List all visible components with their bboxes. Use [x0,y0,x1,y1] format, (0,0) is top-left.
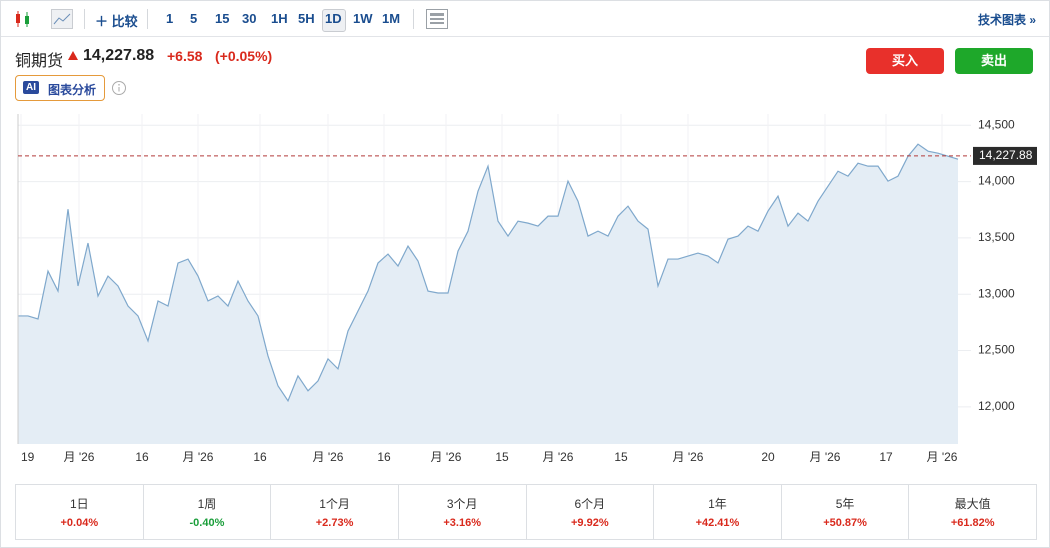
buy-button[interactable]: 买入 [866,48,944,74]
y-tick-label: 12,500 [978,343,1015,357]
performance: 1日 +0.04% 1周 -0.40% 1个月 +2.73% 3个月 +3.16% 6个月 +9.… [15,484,1037,540]
info-icon[interactable] [111,80,127,96]
tech-chart[interactable]: 技术图表 » [978,13,1037,27]
x-tick-label: 16 [377,450,391,464]
perf-cell[interactable]: 1个月 +2.73% [271,485,399,539]
perf-cell[interactable]: 1年 +42.41% [654,485,782,539]
perf-cell[interactable]: 3个月 +3.16% [399,485,527,539]
perf-value: +50.87% [823,517,867,529]
perf-label: 1周 [197,497,217,511]
perf-label: 3个月 [446,497,478,511]
change-pct: (+0.05%) [215,48,273,64]
x-tick-label: 19 [21,450,35,464]
x-tick-label: 16 [135,450,149,464]
perf-value: +0.04% [60,517,99,529]
x-tick-label: 20 [761,450,775,464]
ai-analysis[interactable]: AI 图表分析 [15,75,105,101]
chart: 12,000 12,500 13,000 13,500 14,000 14,500 19 月 … [17,114,1037,464]
separator [147,9,148,29]
area-icon[interactable] [51,9,73,29]
interval[interactable]: 30 [242,11,257,26]
perf-value: -0.40% [189,517,225,529]
perf-label: 5年 [835,497,855,511]
price-line [18,143,959,403]
x-tick-label: 16 [253,450,267,464]
perf-label: 1年 [708,497,727,511]
perf-value: +61.82% [950,517,995,529]
x-tick-label: 17 [879,450,893,464]
interval[interactable]: 1H [271,11,288,26]
interval[interactable]: 5H [298,11,315,26]
x-tick-label: 月 '26 [183,450,214,464]
selected-interval [322,9,346,32]
interval[interactable]: 1D [325,11,342,26]
y-tick-label: 14,500 [978,117,1015,131]
layout-icon[interactable] [426,9,448,29]
interval[interactable]: 1W [353,11,373,26]
x-tick-label: 月 '26 [927,450,958,464]
compare[interactable]: ＋ 比较 [95,14,138,29]
x-tick-label: 月 '26 [543,450,574,464]
last-price-box [973,146,1037,165]
toolbar: ＋ 比较 技术图表 » 1 5 15 30 1H 5H 1D 1W 1M [1,1,1049,37]
perf-label: 1日 [69,497,89,511]
separator [413,9,414,29]
perf-label: 6个月 [574,497,606,511]
sell-button[interactable]: 卖出 [955,48,1033,74]
perf-label: 1个月 [319,497,350,511]
perf-value: +9.92% [571,517,609,529]
separator [84,9,85,29]
price: 14,227.88 [83,47,155,64]
y-tick-label: 13,000 [978,286,1015,300]
interval[interactable]: 15 [215,11,230,26]
interval[interactable]: 5 [190,11,198,26]
x-tick-label: 15 [614,450,628,464]
up-arrow [68,51,78,60]
perf-value: +42.41% [695,517,740,529]
perf-cell[interactable]: 最大值 +61.82% [909,485,1036,539]
x-tick-label: 月 '26 [64,450,95,464]
candle-icon[interactable] [13,10,35,28]
x-tick-label: 月 '26 [810,450,841,464]
perf-value: +2.73% [315,517,354,529]
perf-value: +3.16% [443,517,481,529]
perf-cell[interactable]: 5年 +50.87% [782,485,910,539]
y-tick-label: 12,000 [978,399,1015,413]
perf-cell[interactable]: 1周 -0.40% [144,485,272,539]
x-tick-label: 月 '26 [313,450,344,464]
instrument-name: 铜期货 [15,53,64,70]
area-fill [18,144,958,444]
compare-label[interactable]: 比较 [111,14,138,29]
interval[interactable]: 1 [166,11,174,26]
x-tick-label: 月 '26 [431,450,462,464]
perf-cell[interactable]: 6个月 +9.92% [527,485,655,539]
ai-label: 图表分析 [48,83,97,97]
perf-label: 最大值 [954,497,991,511]
last-price-label: 14,227.88 [979,148,1033,162]
x-tick-label: 15 [495,450,509,464]
change: +6.58 [167,48,203,64]
perf-cell[interactable]: 1日 +0.04% [16,485,144,539]
x-tick-label: 月 '26 [673,450,704,464]
ai-badge: AI [23,81,39,94]
interval[interactable]: 1M [382,11,401,26]
y-tick-label: 13,500 [978,230,1015,244]
y-tick-label: 14,000 [978,174,1015,188]
